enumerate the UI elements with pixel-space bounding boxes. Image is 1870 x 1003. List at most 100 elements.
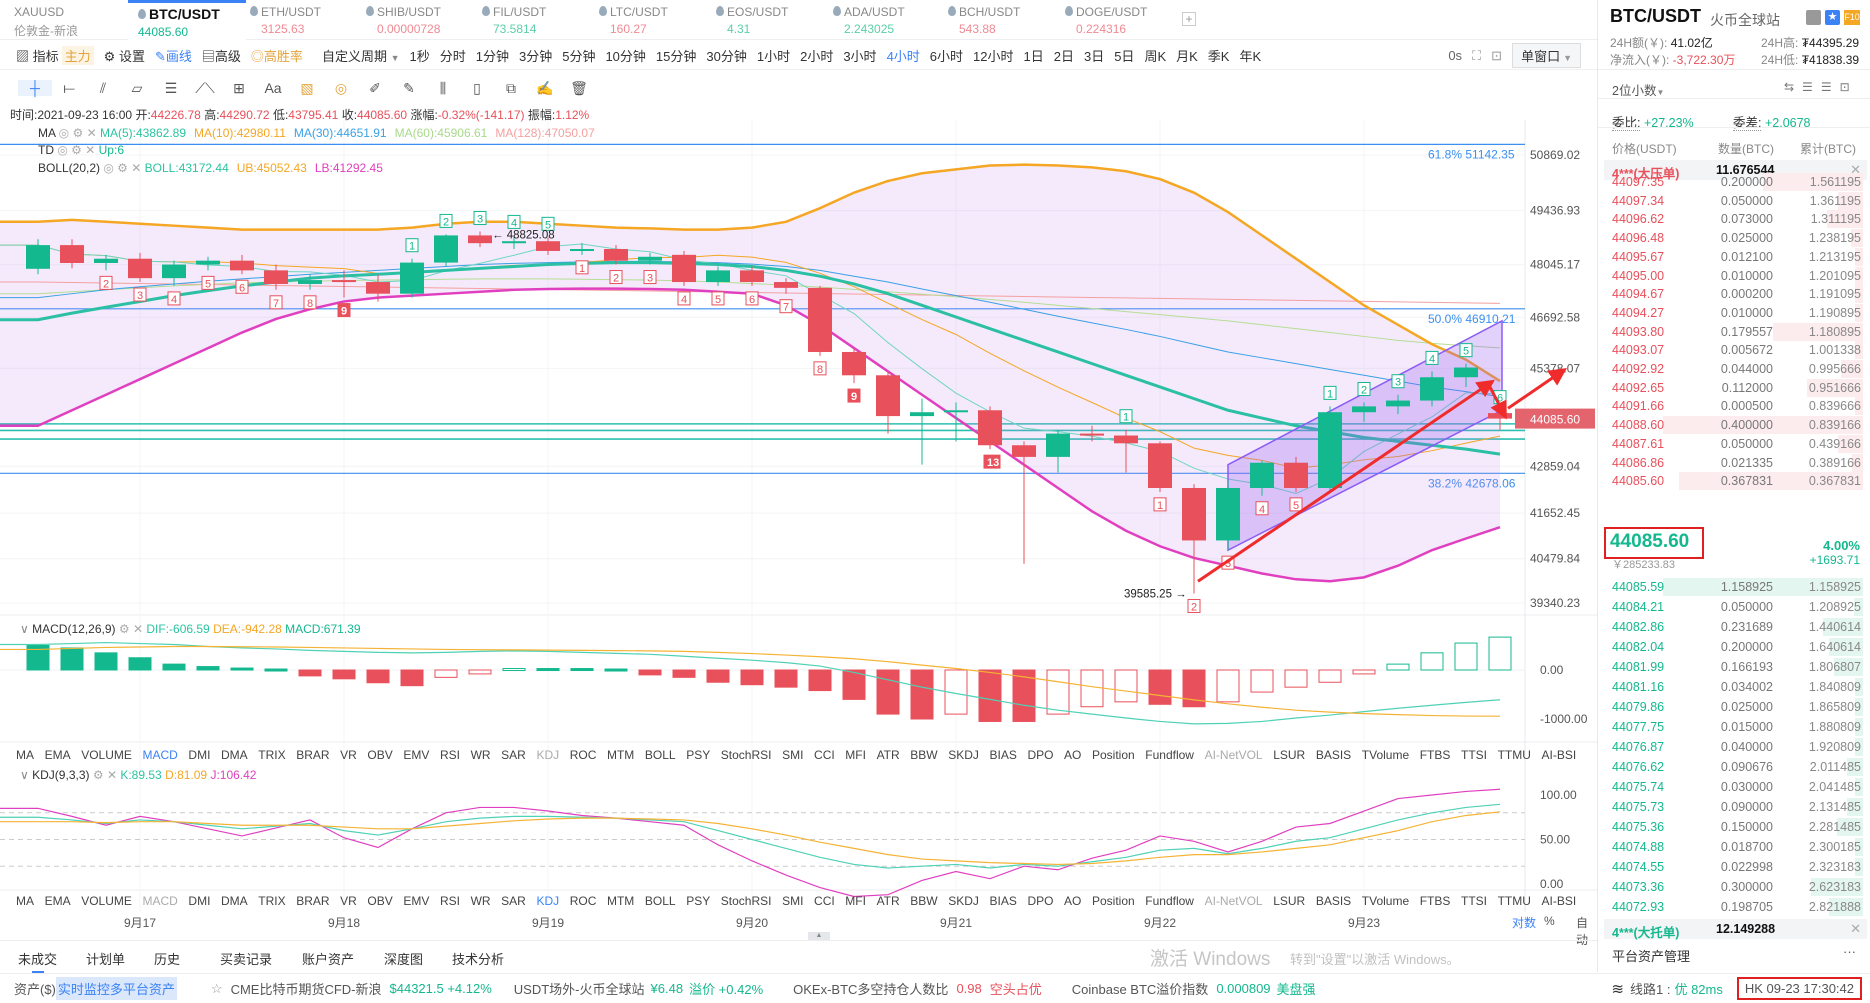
- bottom-tab[interactable]: 买卖记录: [220, 952, 273, 967]
- bottom-tab[interactable]: 账户资产: [302, 952, 355, 967]
- indicator-tab[interactable]: VOLUME: [81, 894, 132, 908]
- ruler-tool-icon[interactable]: ✐: [369, 79, 381, 96]
- symbol-tab[interactable]: SHIB/USDT 0.00000728: [366, 0, 476, 40]
- candle-body[interactable]: [1352, 406, 1376, 413]
- symbol-tab[interactable]: ADA/USDT 2.243025: [833, 0, 943, 40]
- crosshair-tool-icon[interactable]: ┼: [18, 80, 52, 96]
- orderbook-row[interactable]: 44074.55 0.022998 2.323183: [1608, 858, 1863, 876]
- red-arrow-drawing[interactable]: [1197, 379, 1495, 583]
- h-line-tool-icon[interactable]: ⟝: [63, 79, 75, 96]
- orderbook-row[interactable]: 44094.27 0.010000 1.190895: [1608, 303, 1863, 322]
- settings-button[interactable]: ⚙ 设置: [104, 46, 145, 65]
- indicator-tab[interactable]: TTSI: [1460, 748, 1487, 762]
- more-button[interactable]: ···: [1843, 944, 1856, 959]
- candle-body[interactable]: [604, 249, 628, 261]
- indicator-tab[interactable]: BASIS: [1315, 894, 1352, 908]
- indicator-tab[interactable]: TTMU: [1497, 748, 1531, 762]
- candle-body[interactable]: [332, 280, 356, 283]
- candle-body[interactable]: [128, 258, 152, 279]
- indicator-tab[interactable]: MACD: [142, 748, 178, 762]
- candle-body[interactable]: [400, 262, 424, 294]
- fib-circle-tool-icon[interactable]: ◎: [334, 79, 348, 96]
- orderbook-row[interactable]: 44092.65 0.112000 0.951666: [1608, 378, 1863, 397]
- indicator-tab[interactable]: BIAS: [989, 748, 1017, 762]
- orderbook-row[interactable]: 44093.07 0.005672 1.001338: [1608, 341, 1863, 360]
- indicator-tab[interactable]: Position: [1091, 748, 1135, 762]
- candle-body[interactable]: [26, 245, 50, 269]
- indicator-tab[interactable]: CCI: [814, 748, 835, 762]
- candle-body[interactable]: [1250, 462, 1274, 488]
- indicator-tab[interactable]: TVolume: [1361, 748, 1410, 762]
- indicator-tab[interactable]: VOLUME: [81, 748, 132, 762]
- candle-body[interactable]: [1114, 435, 1138, 444]
- rectangle-tool-icon[interactable]: ▱: [131, 79, 143, 96]
- indicator-tab[interactable]: WR: [470, 748, 491, 762]
- indicator-tab[interactable]: TTSI: [1460, 894, 1487, 908]
- wave-tool-icon[interactable]: ⟋⟍: [195, 79, 215, 96]
- indicator-tab[interactable]: TRIX: [258, 748, 286, 762]
- orderbook-row[interactable]: 44093.80 0.179557 1.180895: [1608, 322, 1863, 341]
- star-icon[interactable]: ☆: [210, 980, 223, 996]
- indicator-tab[interactable]: BIAS: [989, 894, 1017, 908]
- indicator-tab[interactable]: SAR: [501, 748, 526, 762]
- indicator-tab[interactable]: DPO: [1027, 748, 1054, 762]
- collapse-icon[interactable]: ∨: [20, 622, 29, 636]
- orderbook-row[interactable]: 44094.67 0.000200 1.191095: [1608, 285, 1863, 304]
- edit-tool-icon[interactable]: ✍: [536, 79, 554, 96]
- candle-body[interactable]: [536, 241, 560, 251]
- indicator-tab[interactable]: ROC: [569, 748, 597, 762]
- indicator-tab[interactable]: BRAR: [296, 748, 330, 762]
- indicator-tab[interactable]: RSI: [439, 748, 460, 762]
- settings-icon[interactable]: ⚙: [92, 768, 104, 782]
- orderbook-row[interactable]: 44096.62 0.073000 1.311195: [1608, 210, 1863, 229]
- indicator-tab[interactable]: VR: [340, 894, 357, 908]
- indicator-tab[interactable]: StochRSI: [720, 748, 772, 762]
- orderbook-row[interactable]: 44085.60 0.367831 0.367831: [1608, 472, 1863, 491]
- indicator-tab[interactable]: SMI: [782, 748, 804, 762]
- candle-body[interactable]: [842, 351, 866, 376]
- kline-chart[interactable]: 50869.02 49436.93 48045.17 46692.58 45378.07…: [0, 0, 1597, 940]
- indicator-tab[interactable]: EMV: [403, 748, 430, 762]
- indicator-tab[interactable]: AO: [1064, 894, 1082, 908]
- indicator-tab[interactable]: ATR: [876, 748, 900, 762]
- candle-body[interactable]: [876, 375, 900, 417]
- indicator-tab[interactable]: DMA: [221, 748, 248, 762]
- indicator-tab[interactable]: Fundflow: [1145, 748, 1194, 762]
- indicator-tab[interactable]: MACD: [142, 894, 178, 908]
- text-tool-icon[interactable]: Aa: [264, 80, 282, 96]
- candle-body[interactable]: [740, 270, 764, 283]
- period-option[interactable]: 6小时: [929, 49, 964, 64]
- indicator-tab[interactable]: EMA: [44, 894, 71, 908]
- orderbook-row[interactable]: 44097.35 0.200000 1.561195: [1608, 173, 1863, 191]
- indicator-tab[interactable]: VR: [340, 748, 357, 762]
- indicator-tab[interactable]: LSUR: [1273, 748, 1306, 762]
- indicator-tab[interactable]: SKDJ: [948, 748, 979, 762]
- indicator-tab[interactable]: OBV: [367, 894, 393, 908]
- orderbook-row[interactable]: 44084.21 0.050000 1.208925: [1608, 598, 1863, 616]
- period-option[interactable]: 3小时: [843, 49, 877, 64]
- indicator-tab[interactable]: TVolume: [1361, 894, 1410, 908]
- indicator-button[interactable]: ▨ 指标: [16, 49, 59, 64]
- orderbook-row[interactable]: 44096.48 0.025000 1.238195: [1608, 229, 1863, 248]
- indicator-tab[interactable]: AI-BSI: [1541, 894, 1577, 908]
- parallel-tool-icon[interactable]: ☰: [164, 79, 178, 96]
- indicator-tab[interactable]: OBV: [367, 748, 393, 762]
- orderbook-row[interactable]: 44077.75 0.015000 1.880809: [1608, 718, 1863, 736]
- candle-body[interactable]: [978, 410, 1002, 446]
- orderbook-row[interactable]: 44079.86 0.025000 1.865809: [1608, 698, 1863, 716]
- red-arrow-drawing[interactable]: [1488, 386, 1507, 420]
- favorite-star-icon[interactable]: ★: [1825, 10, 1840, 25]
- indicator-tab[interactable]: DMI: [188, 748, 211, 762]
- symbol-tab[interactable]: ETH/USDT 3125.63: [250, 0, 360, 40]
- indicator-tab[interactable]: WR: [470, 894, 491, 908]
- period-option[interactable]: 月K: [1176, 49, 1198, 64]
- symbol-tab[interactable]: EOS/USDT 4.31: [716, 0, 826, 40]
- indicator-tab[interactable]: ROC: [569, 894, 597, 908]
- period-option[interactable]: 15分钟: [655, 49, 697, 64]
- period-option[interactable]: 2日: [1053, 49, 1074, 64]
- monitor-assets-link[interactable]: 实时监控多平台资产: [55, 977, 177, 1000]
- orderbook-row[interactable]: 44075.74 0.030000 2.041485: [1608, 778, 1863, 796]
- candle-body[interactable]: [94, 258, 118, 263]
- candle-body[interactable]: [706, 270, 730, 283]
- symbol-tab[interactable]: LTC/USDT 160.27: [599, 0, 709, 40]
